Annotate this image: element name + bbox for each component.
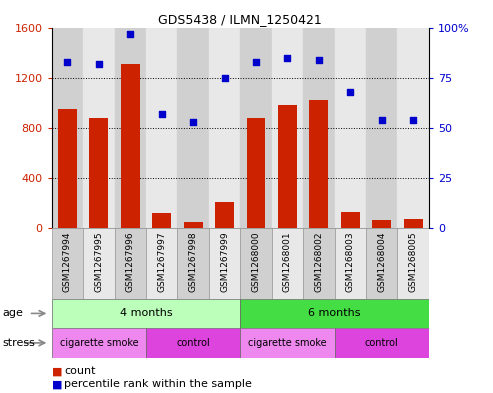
- Bar: [397, 28, 429, 228]
- Text: ■: ■: [52, 366, 62, 376]
- Text: cigarette smoke: cigarette smoke: [60, 338, 138, 348]
- FancyBboxPatch shape: [241, 328, 335, 358]
- Text: GSM1268002: GSM1268002: [315, 231, 323, 292]
- Text: stress: stress: [2, 338, 35, 348]
- FancyBboxPatch shape: [83, 228, 114, 299]
- FancyBboxPatch shape: [177, 228, 209, 299]
- Text: GSM1267999: GSM1267999: [220, 231, 229, 292]
- Title: GDS5438 / ILMN_1250421: GDS5438 / ILMN_1250421: [158, 13, 322, 26]
- Bar: [246, 118, 265, 228]
- Text: GSM1268005: GSM1268005: [409, 231, 418, 292]
- Text: cigarette smoke: cigarette smoke: [248, 338, 327, 348]
- Bar: [152, 213, 171, 228]
- Point: [409, 117, 417, 123]
- Text: GSM1267996: GSM1267996: [126, 231, 135, 292]
- Bar: [310, 100, 328, 228]
- Bar: [114, 28, 146, 228]
- FancyBboxPatch shape: [114, 228, 146, 299]
- FancyBboxPatch shape: [52, 299, 241, 328]
- Point: [221, 75, 229, 81]
- Point: [158, 110, 166, 117]
- Point: [283, 55, 291, 61]
- Text: GSM1268001: GSM1268001: [283, 231, 292, 292]
- FancyBboxPatch shape: [146, 228, 177, 299]
- Text: GSM1267997: GSM1267997: [157, 231, 166, 292]
- Bar: [58, 109, 77, 228]
- Text: 6 months: 6 months: [309, 309, 361, 318]
- Text: GSM1267998: GSM1267998: [189, 231, 198, 292]
- Bar: [404, 219, 423, 228]
- Bar: [372, 220, 391, 228]
- Text: ■: ■: [52, 379, 62, 389]
- FancyBboxPatch shape: [146, 328, 241, 358]
- Text: control: control: [176, 338, 210, 348]
- FancyBboxPatch shape: [366, 228, 397, 299]
- Bar: [303, 28, 335, 228]
- Text: GSM1267994: GSM1267994: [63, 231, 72, 292]
- Bar: [341, 212, 360, 228]
- Text: GSM1268003: GSM1268003: [346, 231, 355, 292]
- FancyBboxPatch shape: [335, 328, 429, 358]
- Text: percentile rank within the sample: percentile rank within the sample: [64, 379, 252, 389]
- Bar: [215, 202, 234, 228]
- FancyBboxPatch shape: [209, 228, 241, 299]
- Point: [378, 117, 386, 123]
- Bar: [177, 28, 209, 228]
- Bar: [272, 28, 303, 228]
- Bar: [366, 28, 397, 228]
- FancyBboxPatch shape: [303, 228, 335, 299]
- Bar: [209, 28, 241, 228]
- Point: [64, 59, 71, 65]
- Bar: [278, 105, 297, 228]
- FancyBboxPatch shape: [272, 228, 303, 299]
- Bar: [335, 28, 366, 228]
- Text: GSM1268000: GSM1268000: [251, 231, 261, 292]
- Bar: [52, 28, 83, 228]
- FancyBboxPatch shape: [241, 228, 272, 299]
- Bar: [83, 28, 114, 228]
- FancyBboxPatch shape: [335, 228, 366, 299]
- Point: [126, 30, 134, 37]
- Bar: [184, 222, 203, 228]
- Bar: [121, 64, 140, 228]
- Bar: [90, 118, 108, 228]
- Point: [347, 88, 354, 95]
- FancyBboxPatch shape: [241, 299, 429, 328]
- Bar: [241, 28, 272, 228]
- Text: GSM1267995: GSM1267995: [94, 231, 104, 292]
- Text: age: age: [2, 309, 23, 318]
- Point: [315, 57, 323, 63]
- FancyBboxPatch shape: [52, 228, 83, 299]
- Bar: [146, 28, 177, 228]
- Point: [189, 119, 197, 125]
- Point: [252, 59, 260, 65]
- FancyBboxPatch shape: [52, 328, 146, 358]
- Text: control: control: [365, 338, 399, 348]
- Text: GSM1268004: GSM1268004: [377, 231, 387, 292]
- FancyBboxPatch shape: [397, 228, 429, 299]
- Text: 4 months: 4 months: [120, 309, 173, 318]
- Text: count: count: [64, 366, 96, 376]
- Point: [95, 61, 103, 67]
